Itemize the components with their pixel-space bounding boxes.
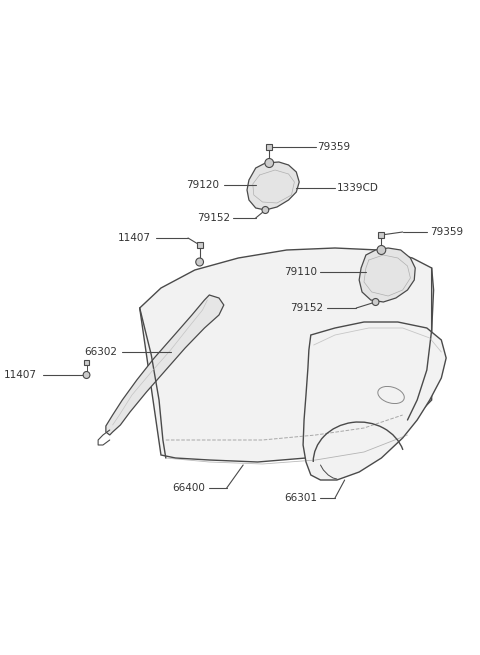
Polygon shape (247, 162, 299, 210)
Bar (84, 360, 89, 364)
Polygon shape (106, 295, 224, 435)
Text: 1339CD: 1339CD (337, 183, 379, 193)
Polygon shape (303, 322, 446, 480)
Text: 79120: 79120 (186, 180, 219, 190)
Polygon shape (359, 248, 415, 302)
Text: 11407: 11407 (118, 233, 151, 243)
Text: 79359: 79359 (318, 142, 351, 152)
Circle shape (377, 246, 386, 255)
Circle shape (83, 371, 90, 379)
Text: 66400: 66400 (173, 483, 205, 493)
Bar (266, 144, 272, 150)
Bar (379, 232, 384, 238)
Text: 66301: 66301 (285, 493, 318, 503)
Circle shape (265, 159, 274, 168)
Text: 79152: 79152 (290, 303, 324, 313)
Circle shape (196, 258, 204, 266)
Circle shape (262, 206, 269, 214)
Bar (197, 242, 203, 248)
Text: 11407: 11407 (4, 370, 37, 380)
Text: 79110: 79110 (285, 267, 318, 277)
Text: 79359: 79359 (430, 227, 463, 237)
Circle shape (372, 299, 379, 305)
Text: 66302: 66302 (84, 347, 118, 357)
Polygon shape (140, 248, 432, 462)
Text: 79152: 79152 (197, 213, 230, 223)
